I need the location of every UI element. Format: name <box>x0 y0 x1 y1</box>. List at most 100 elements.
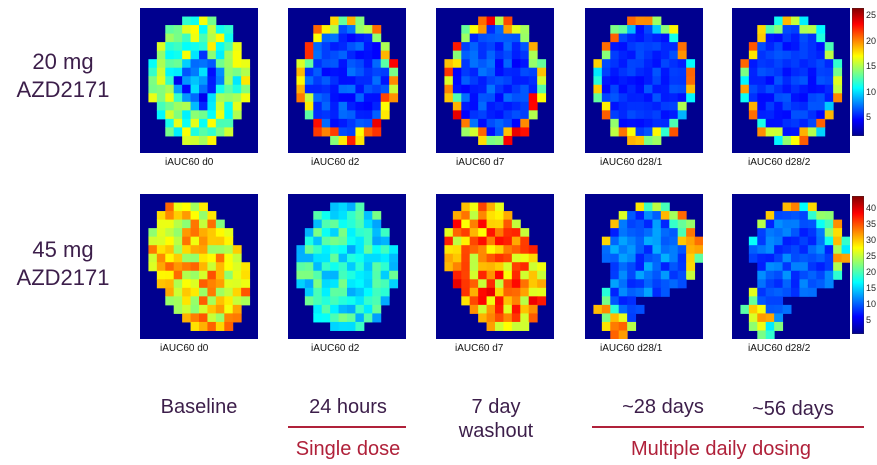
map-pixel <box>511 67 521 77</box>
map-pixel <box>807 67 817 77</box>
map-pixel <box>173 287 183 297</box>
map-pixel <box>165 93 175 103</box>
map-pixel <box>372 304 382 314</box>
map-pixel <box>207 110 217 120</box>
map-pixel <box>232 270 242 280</box>
map-pixel <box>199 296 208 306</box>
map-pixel <box>330 270 340 280</box>
map-pixel <box>799 228 809 238</box>
map-pixel <box>330 59 340 69</box>
map-pixel <box>330 202 340 212</box>
map-pixel <box>627 135 637 145</box>
map-pixel <box>644 101 653 111</box>
colorbar-tick: 40 <box>866 203 877 213</box>
map-pixel <box>241 270 251 280</box>
map-pixel <box>478 228 488 238</box>
map-pixel <box>469 67 479 77</box>
map-pixel <box>677 228 687 238</box>
map-pixel <box>807 228 817 238</box>
map-pixel <box>199 262 208 272</box>
map-pixel <box>156 279 166 289</box>
map-pixel <box>503 101 513 111</box>
map-pixel <box>313 127 323 137</box>
map-pixel <box>173 118 183 128</box>
map-pixel <box>635 127 645 137</box>
map-pixel <box>644 50 653 60</box>
map-pixel <box>338 33 348 43</box>
map-pixel <box>618 211 628 221</box>
map-pixel <box>330 262 340 272</box>
map-pixel <box>173 253 183 263</box>
map-pixel <box>380 101 390 111</box>
map-pixel <box>478 110 488 120</box>
map-pixel <box>313 59 323 69</box>
map-pixel <box>486 93 496 103</box>
map-pixel <box>652 42 662 52</box>
map-pixel <box>816 279 826 289</box>
map-pixel <box>321 59 331 69</box>
map-pixel <box>207 16 217 26</box>
map-pixel <box>182 118 192 128</box>
map-pixel <box>618 33 628 43</box>
map-pixel <box>635 270 645 280</box>
map-pixel <box>486 321 496 331</box>
map-pixel <box>635 219 645 229</box>
map-pixel <box>757 304 767 314</box>
map-pixel <box>757 321 767 331</box>
map-pixel <box>694 236 703 246</box>
map-pixel <box>627 50 637 60</box>
map-pixel <box>304 279 314 289</box>
map-pixel <box>452 245 462 255</box>
map-pixel <box>469 287 479 297</box>
map-pixel <box>782 118 792 128</box>
map-pixel <box>807 50 817 60</box>
map-pixel <box>372 33 382 43</box>
map-pixel <box>461 228 471 238</box>
map-pixel <box>677 219 687 229</box>
map-pixel <box>478 245 488 255</box>
map-pixel <box>355 236 365 246</box>
map-pixel <box>765 262 775 272</box>
map-pixel <box>593 304 603 314</box>
map-pixel <box>757 279 767 289</box>
map-pixel <box>660 228 670 238</box>
map-pixel <box>660 253 670 263</box>
map-pixel <box>660 76 670 86</box>
map-pixel <box>774 245 784 255</box>
map-pixel <box>627 313 637 323</box>
map-pixel <box>380 236 390 246</box>
map-pixel <box>207 42 217 52</box>
map-pixel <box>807 33 817 43</box>
map-pixel <box>224 118 234 128</box>
map-pixel <box>537 84 547 94</box>
map-pixel <box>782 219 792 229</box>
map-pixel <box>816 118 826 128</box>
map-pixel <box>660 211 670 221</box>
map-pixel <box>338 110 348 120</box>
map-pixel <box>765 253 775 263</box>
map-pixel <box>165 76 175 86</box>
map-pixel <box>765 321 775 331</box>
map-pixel <box>486 67 496 77</box>
timepoint-baseline: Baseline <box>160 396 238 418</box>
map-pixel <box>635 50 645 60</box>
map-pixel <box>635 33 645 43</box>
map-pixel <box>635 262 645 272</box>
map-pixel <box>372 59 382 69</box>
map-pixel <box>774 59 784 69</box>
map-pixel <box>372 313 382 323</box>
map-pixel <box>338 118 348 128</box>
map-pixel <box>520 270 530 280</box>
row-label-45mg: 45 mg AZD2171 <box>2 236 124 292</box>
map-pixel <box>652 76 662 86</box>
map-pixel <box>347 127 356 137</box>
map-pixel <box>372 101 382 111</box>
map-pixel <box>232 76 242 86</box>
map-pixel <box>190 118 200 128</box>
timepoint-56-days: ~56 days <box>752 398 834 420</box>
map-pixel <box>469 50 479 60</box>
map-pixel <box>207 253 217 263</box>
map-pixel <box>610 25 620 35</box>
map-pixel <box>740 76 750 86</box>
map-pixel <box>313 110 323 120</box>
